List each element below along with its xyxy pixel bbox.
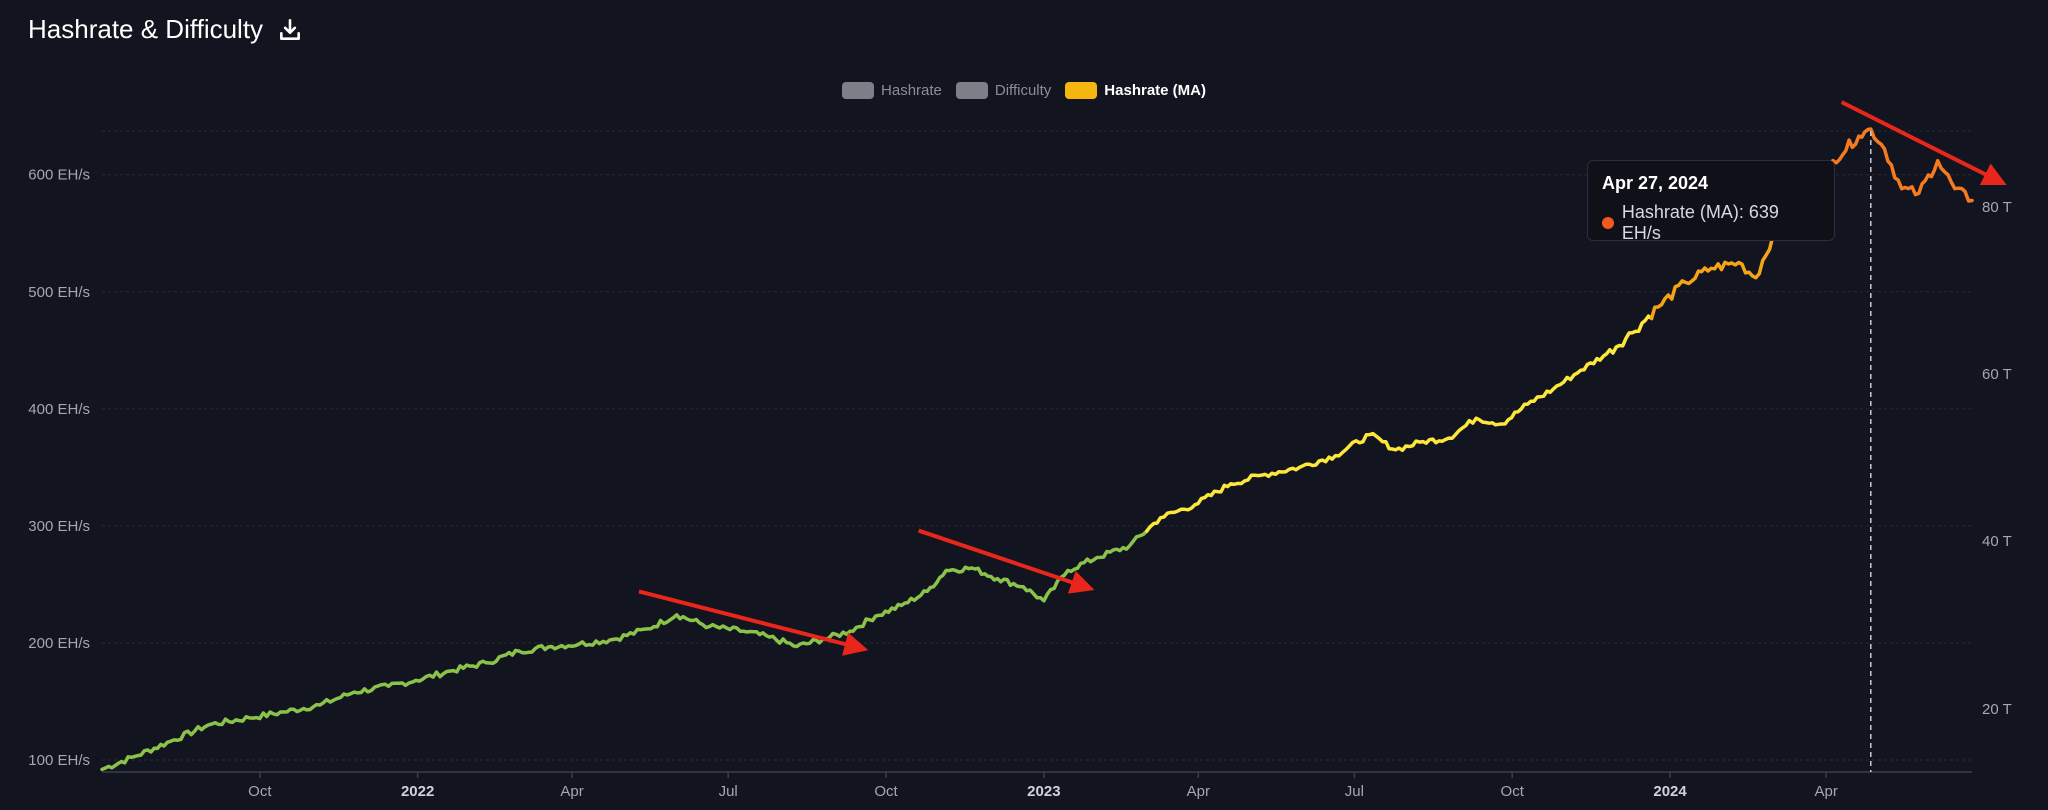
legend-label-hashrate: Hashrate [881,82,942,99]
x-tick-label: Oct [874,783,898,800]
y-right-tick-label: 40 T [1982,533,2012,550]
x-tick-label: Jul [719,783,738,800]
legend-label-hashrate-ma: Hashrate (MA) [1104,82,1206,99]
x-tick-label: Apr [1187,783,1210,800]
annotation-layer [638,100,2007,656]
title-bar: Hashrate & Difficulty [28,14,303,45]
y-right-tick-label: 60 T [1982,366,2012,383]
legend-swatch-hashrate-ma [1065,82,1098,99]
chart-title: Hashrate & Difficulty [28,14,264,44]
tooltip-row: Hashrate (MA): 639 EH/s [1602,202,1820,244]
y-left-tick-label: 100 EH/s [28,752,90,769]
x-tick-label: Jul [1345,783,1364,800]
series-line-hashrate-ma [1145,314,1654,533]
y-left-tick-label: 400 EH/s [28,401,90,418]
y-right-tick-label: 20 T [1982,701,2012,718]
x-tick-label: Apr [560,783,583,800]
x-tick-label: 2024 [1653,783,1687,800]
tooltip-series-value: Hashrate (MA): 639 EH/s [1621,202,1779,243]
annotation-arrow [1840,100,2007,186]
series-line-hashrate-ma [1831,127,1974,203]
annotation-arrow [917,528,1095,594]
hover-tooltip: Apr 27, 2024 Hashrate (MA): 639 EH/s [1587,160,1835,244]
download-icon[interactable] [277,17,303,43]
y-right-tick-label: 80 T [1982,199,2012,216]
x-tick-label: Oct [248,783,272,800]
annotation-arrow [638,589,869,656]
y-left-tick-label: 300 EH/s [28,518,90,535]
series-line-hashrate-ma [100,529,1149,772]
x-tick-label: 2023 [1027,783,1060,800]
y-left-tick-label: 500 EH/s [28,284,90,301]
y-left-tick-label: 200 EH/s [28,635,90,652]
tooltip-series-dot [1602,217,1614,229]
x-tick-label: 2022 [401,783,434,800]
x-tick-label: Oct [1501,783,1525,800]
axis-layer: 100 EH/s 200 EH/s 300 EH/s 400 EH/s 500 EH/s… [28,167,2011,800]
legend-item-hashrate[interactable]: Hashrate [842,82,942,99]
y-left-tick-label: 600 EH/s [28,167,90,184]
chart-legend: Hashrate Difficulty Hashrate (MA) [0,82,2048,99]
legend-item-hashrate-ma[interactable]: Hashrate (MA) [1065,82,1206,99]
line-layer [100,127,1974,772]
legend-item-difficulty[interactable]: Difficulty [955,82,1052,99]
legend-swatch-difficulty [955,82,988,99]
tooltip-date: Apr 27, 2024 [1602,173,1709,193]
legend-swatch-hashrate [842,82,875,99]
legend-label-difficulty: Difficulty [994,82,1052,99]
x-tick-label: Apr [1815,783,1838,800]
